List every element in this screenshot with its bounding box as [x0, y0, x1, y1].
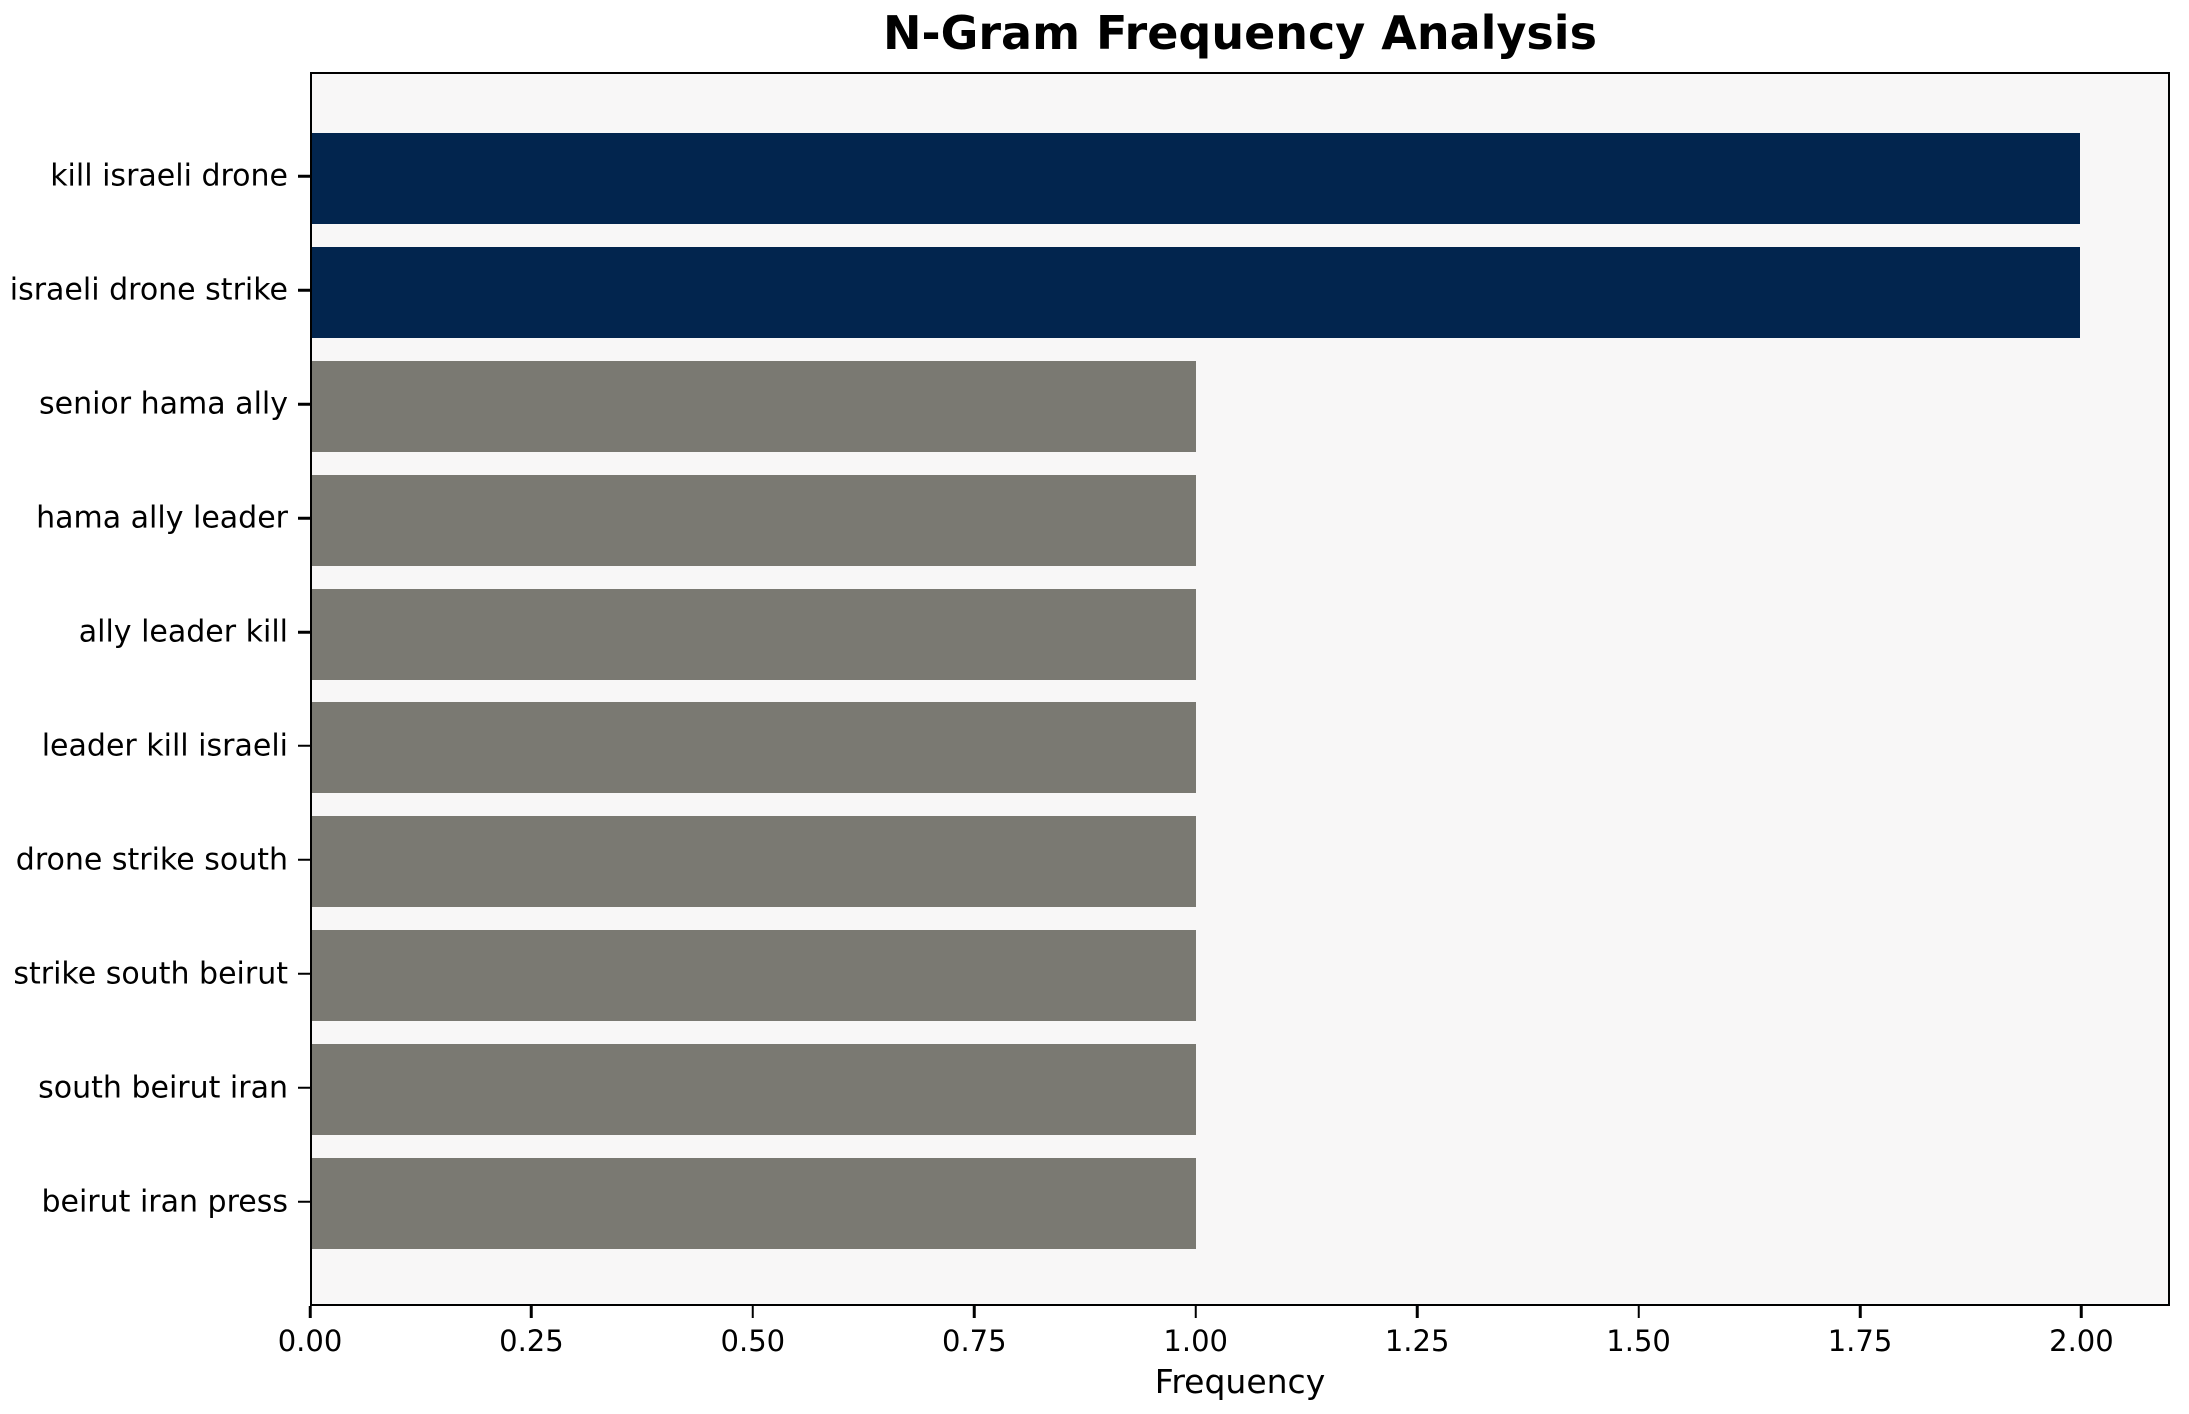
y-tick-label: ally leader kill: [78, 614, 288, 650]
x-tick-mark: [751, 1306, 755, 1318]
y-tick-mark: [298, 1086, 310, 1089]
x-tick-mark: [1858, 1306, 1862, 1318]
y-tick-label: beirut iran press: [41, 1184, 288, 1220]
x-axis-label: Frequency: [1154, 1362, 1326, 1401]
bar: [312, 816, 1196, 908]
x-tick-label: 1.50: [1606, 1324, 1671, 1358]
bar: [312, 360, 1196, 452]
x-tick-label: 0.50: [720, 1324, 786, 1358]
y-tick-label: israeli drone strike: [9, 272, 288, 308]
x-tick-label: 1.25: [1384, 1324, 1450, 1358]
x-tick-mark: [530, 1306, 533, 1318]
x-tick-mark: [2080, 1306, 2083, 1318]
bar: [312, 588, 1196, 680]
bar: [312, 132, 2080, 224]
y-tick-mark: [298, 289, 310, 292]
x-tick-mark: [1637, 1306, 1640, 1318]
y-tick-mark: [298, 175, 310, 178]
y-tick-mark: [298, 1200, 310, 1203]
y-tick-mark: [298, 858, 310, 862]
y-tick-label: hama ally leader: [36, 500, 288, 536]
y-tick-mark: [298, 744, 310, 748]
x-tick-label: 0.75: [941, 1324, 1007, 1358]
bar: [312, 474, 1196, 566]
bar: [312, 1044, 1196, 1136]
x-tick-mark: [973, 1306, 976, 1318]
y-tick-label: kill israeli drone: [50, 158, 288, 194]
x-tick-mark: [1194, 1306, 1197, 1318]
y-tick-label: south beirut iran: [38, 1070, 288, 1106]
chart-title: N-Gram Frequency Analysis: [883, 6, 1597, 60]
y-tick-label: senior hama ally: [38, 386, 288, 422]
y-tick-label: drone strike south: [15, 842, 288, 878]
bar: [312, 930, 1196, 1022]
y-tick-label: leader kill israeli: [41, 728, 288, 764]
plot-area: [310, 72, 2170, 1306]
x-tick-mark: [1415, 1306, 1419, 1318]
x-tick-label: 1.75: [1827, 1324, 1893, 1358]
y-tick-mark: [298, 403, 310, 406]
x-tick-label: 0.00: [277, 1324, 343, 1358]
x-tick-label: 0.25: [499, 1324, 564, 1358]
y-tick-label: strike south beirut: [13, 956, 288, 992]
x-tick-mark: [308, 1306, 312, 1318]
y-tick-mark: [298, 630, 310, 634]
x-tick-label: 2.00: [2049, 1324, 2114, 1358]
y-tick-mark: [298, 516, 310, 520]
bar: [312, 1158, 1196, 1250]
y-tick-mark: [298, 972, 310, 975]
bar: [312, 246, 2080, 338]
bar: [312, 702, 1196, 794]
x-tick-label: 1.00: [1163, 1324, 1228, 1358]
